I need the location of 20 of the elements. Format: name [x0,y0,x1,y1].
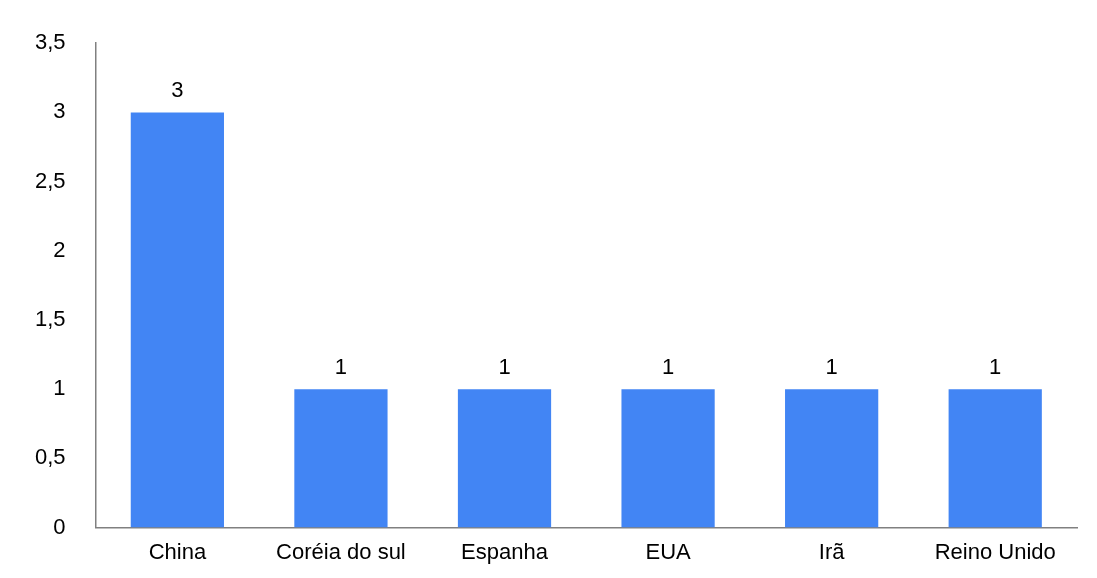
y-tick-label: 0,5 [34,444,66,470]
data-label: 1 [825,354,838,380]
x-tick-label: EUA [645,538,692,564]
y-tick-label: 2 [53,236,66,262]
x-tick-label: Coréia do sul [276,538,406,564]
data-label: 1 [498,354,511,380]
y-tick-label: 0 [53,513,66,539]
x-tick-label: Irã [818,538,846,564]
x-tick-label: Espanha [461,538,549,564]
x-tick-label: Reino Unido [934,538,1056,564]
data-label: 3 [171,77,184,103]
x-tick-label: China [148,538,207,564]
y-tick-label: 1,5 [34,306,66,332]
y-tick-label: 2,5 [34,167,66,193]
data-label: 1 [334,354,348,380]
y-tick-label: 3,5 [34,29,66,55]
y-tick-label: 3 [53,98,66,124]
data-label: 1 [661,354,675,380]
y-tick-label: 1 [53,375,66,401]
data-label: 1 [989,354,1002,380]
